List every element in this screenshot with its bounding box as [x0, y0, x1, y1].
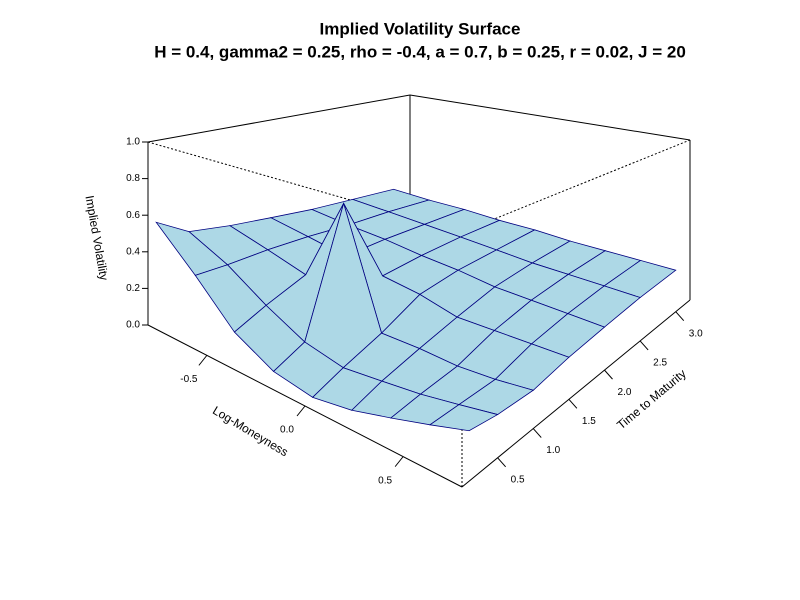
- x-tick: [198, 355, 208, 366]
- box-edge: [461, 139, 691, 233]
- y-tick: [497, 457, 506, 468]
- y-tick-label: 0.5: [511, 474, 525, 485]
- z-tick-label: 0.0: [126, 320, 140, 331]
- x-tick: [296, 405, 306, 417]
- chart-subtitle: H = 0.4, gamma2 = 0.25, rho = -0.4, a = …: [154, 42, 686, 61]
- y-axis: [461, 299, 691, 488]
- y-tick: [675, 311, 685, 322]
- y-tick-label: 3.0: [689, 328, 703, 339]
- box-edge: [409, 94, 691, 141]
- y-tick-label: 1.5: [582, 416, 596, 427]
- x-tick: [394, 456, 404, 467]
- z-tick-label: 0.4: [126, 246, 140, 257]
- box-edge: [147, 94, 411, 143]
- y-tick: [532, 428, 542, 438]
- y-tick-label: 2.5: [653, 358, 667, 369]
- x-tick-label: 0.5: [378, 475, 392, 486]
- y-tick: [568, 399, 578, 409]
- x-tick-label: -0.5: [180, 374, 198, 385]
- y-tick: [604, 369, 613, 380]
- z-tick-label: 0.8: [126, 173, 140, 184]
- z-tick-label: 0.6: [126, 210, 140, 221]
- z-tick-label: 0.2: [126, 283, 140, 294]
- y-tick: [639, 340, 649, 351]
- chart-title: Implied Volatility Surface: [320, 19, 521, 38]
- y-tick-label: 1.0: [546, 445, 560, 456]
- z-tick-label: 1.0: [126, 137, 140, 148]
- surface-facet: [428, 404, 499, 432]
- y-tick-label: 2.0: [618, 387, 632, 398]
- x-tick-label: 0.0: [280, 425, 294, 436]
